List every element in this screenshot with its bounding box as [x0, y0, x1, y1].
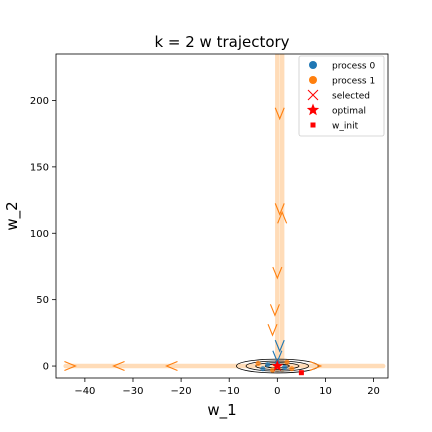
trajectory-arrow-7	[272, 266, 283, 280]
legend-marker-4	[310, 122, 316, 128]
x-tick-label-6: 20	[367, 386, 380, 397]
y-tick-label-0: 0	[43, 362, 49, 373]
legend: process 0 process 1 selected optimal w_init	[298, 55, 385, 137]
plot-frame	[55, 53, 389, 379]
legend-label-3: optimal	[332, 107, 366, 117]
legend-label-4: w_init	[332, 122, 359, 132]
y-tick-label-2: 100	[30, 229, 49, 240]
x-tick-label-5: 10	[319, 386, 332, 397]
legend-label-2: selected	[332, 92, 370, 102]
process-point-4	[255, 360, 261, 366]
w-init-marker	[298, 370, 304, 376]
process-point-6	[269, 367, 276, 373]
y-tick-label-1: 50	[36, 295, 49, 306]
trajectory-arrow-1	[112, 361, 125, 372]
legend-marker-3	[306, 103, 320, 116]
trajectory-arrow-3	[309, 361, 323, 372]
process-point-5	[284, 359, 290, 365]
x-tick-label-4: 0	[274, 386, 280, 397]
legend-marker-1	[309, 76, 317, 84]
plot-area	[55, 53, 389, 379]
contour-ellipse-0	[236, 358, 319, 374]
trajectory-arrow-10	[274, 339, 285, 353]
legend-marker-2	[307, 89, 319, 101]
x-axis-label: w_1	[207, 401, 236, 420]
chart-title: k = 2 w trajectory	[154, 33, 289, 51]
y-axis-label: w_2	[3, 201, 22, 230]
trajectory-arrow-6	[277, 210, 288, 224]
legend-label-0: process 0	[332, 62, 375, 72]
trajectory-arrow-2	[165, 361, 178, 372]
trajectory-arrow-5	[274, 203, 285, 216]
plot-content	[63, 54, 386, 376]
optimal-star-marker	[271, 360, 284, 371]
legend-box	[298, 55, 385, 137]
trajectory-arrow-4	[274, 107, 285, 121]
trajectory-arrow-0	[64, 361, 77, 372]
x-tick-label-3: −10	[219, 386, 240, 397]
y-tick-label-4: 200	[30, 96, 49, 107]
x-tick-label-1: −30	[122, 386, 143, 397]
trajectory-arrow-9	[267, 323, 278, 337]
legend-label-1: process 1	[332, 77, 375, 87]
process-point-1	[281, 364, 288, 370]
trajectory-arrow-8	[269, 304, 280, 317]
legend-marker-0	[309, 61, 317, 69]
process-point-0	[265, 362, 271, 368]
process-point-2	[260, 366, 266, 372]
process-point-7	[289, 366, 295, 372]
x-tick-label-0: −40	[74, 386, 95, 397]
y-tick-label-3: 150	[30, 162, 49, 173]
x-tick-label-2: −20	[171, 386, 192, 397]
